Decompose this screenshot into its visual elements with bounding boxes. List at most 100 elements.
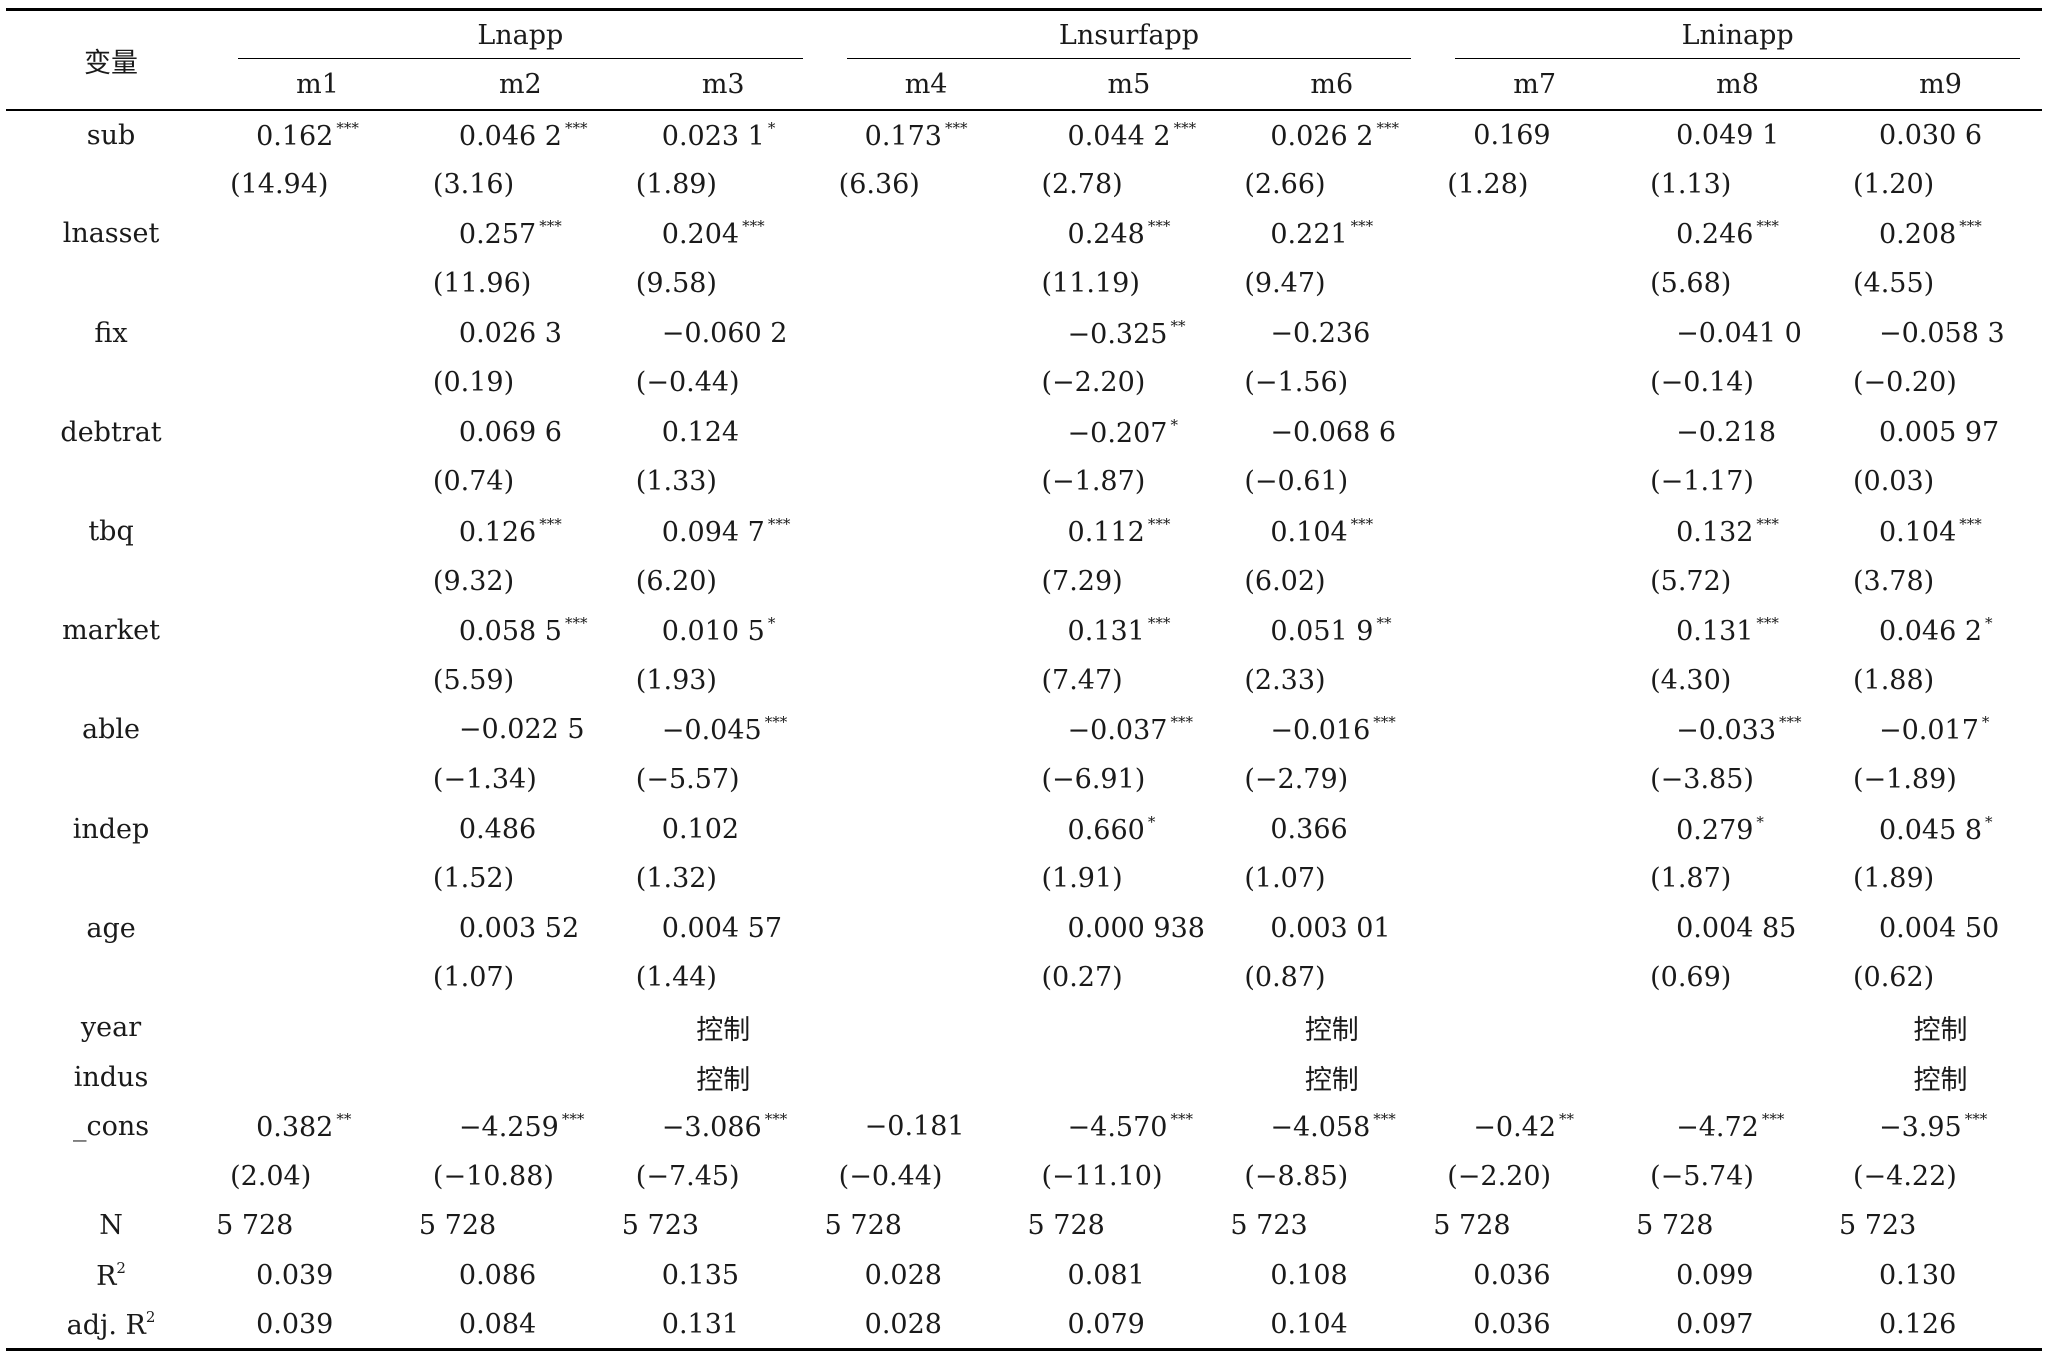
coef-value: 0.026 2 [1270,120,1374,152]
coef-cell: 0.026 3 [419,308,622,358]
t-stat-cell: (0.74) [432,466,515,498]
coef-value: 0.131 [1676,616,1754,648]
variable-label: debtrat [60,416,162,448]
t-stat-cell: (−2.20) [1041,367,1146,399]
model-header: m7 [1513,68,1557,100]
adj-r2-value: 0.104 [1270,1308,1348,1340]
empty-cell [825,1003,1231,1053]
t-stat-row: (14.94) (3.16) (1.89) (6.36) (2.78) (2.66) (1.… [6,160,2042,210]
t-stat-cell: (1.33) [635,466,717,498]
t-stat-cell [216,854,419,904]
significance-stars: * [1756,812,1764,831]
coef-cell: −0.016 *** [1230,705,1433,755]
significance-stars: * [767,118,776,137]
t-stat-cell: (7.29) [1041,565,1123,597]
coef-row: market 0.058 5 *** 0.010 5 * 0.131 *** 0.051 9 *… [6,606,2042,656]
control-row: year 控制 控制 控制 [6,1003,2042,1053]
coef-cell [216,606,419,656]
significance-stars: *** [539,515,562,534]
coef-value: 0.126 [458,517,537,549]
n-value: 5 728 [1027,1210,1105,1242]
coef-value: 0.004 57 [661,912,783,944]
coef-cell: 0.023 1 * [622,110,825,160]
coef-value: 0.660 [1067,814,1145,846]
coef-value: 0.051 9 [1270,616,1374,648]
empty-label [6,457,216,507]
t-stat-cell: (1.52) [432,863,515,895]
coef-value: −0.236 [1270,317,1371,349]
coef-cell: 0.102 [622,804,825,854]
model-header: m1 [296,68,339,100]
coef-value: 0.382 [256,1112,334,1144]
t-stat-cell [1433,755,1636,805]
t-stat-cell: (6.36) [838,168,920,200]
coef-cell [216,705,419,755]
coef-cell [825,308,1028,358]
t-stat-cell: (5.72) [1650,565,1732,597]
t-stat-cell: (3.16) [432,168,515,200]
coef-cell: −0.218 [1636,408,1839,458]
t-stat-cell: (5.68) [1650,268,1732,300]
adj-r2-value: 0.097 [1676,1308,1754,1340]
model-header: m8 [1716,68,1759,100]
coef-value: 0.004 50 [1878,912,2000,944]
coef-cell [1433,606,1636,656]
coef-value: 0.069 6 [458,416,562,448]
coef-value: 0.124 [661,416,740,448]
coef-cell [1433,308,1636,358]
t-stat-cell: (2.78) [1041,168,1123,200]
coef-value: −0.207 [1067,417,1168,449]
t-stat-cell: (−7.45) [635,1160,740,1192]
t-stat-cell: (−2.79) [1244,764,1349,796]
significance-stars: *** [564,614,588,633]
significance-stars: *** [764,1110,788,1129]
t-stat-cell [825,755,1028,805]
t-stat-row: (1.52) (1.32) (1.91) (1.07) (1.87) (1.89) [6,854,2042,904]
significance-stars: * [1981,713,1990,732]
significance-stars: *** [764,713,788,732]
coef-cell [825,804,1028,854]
coef-cell: 0.000 938 [1028,904,1231,954]
t-stat-cell [1433,259,1636,309]
t-stat-cell: (−0.44) [838,1160,943,1192]
significance-stars: *** [742,217,765,236]
adj-r2-value: 0.126 [1878,1308,1957,1340]
empty-label [6,755,216,805]
empty-label [6,160,216,210]
coef-cell: 0.005 97 [1839,408,2042,458]
coef-cell: −0.060 2 [622,308,825,358]
model-header: m3 [701,68,745,100]
r2-label-text: R [96,1260,117,1292]
n-value: 5 728 [1636,1210,1714,1242]
adj-r2-value: 0.036 [1473,1308,1551,1340]
t-stat-cell: (−5.57) [635,764,740,796]
t-stat-cell [216,556,419,606]
t-stat-cell: (1.91) [1041,863,1123,895]
r2-value: 0.130 [1878,1259,1957,1291]
n-value: 5 723 [621,1210,700,1242]
t-stat-cell: (1.07) [1244,863,1326,895]
t-stat-cell: (0.69) [1650,962,1732,994]
t-stat-cell [1433,556,1636,606]
coef-cell: 0.003 52 [419,904,622,954]
coef-value: 0.279 [1676,814,1754,846]
empty-label [6,358,216,408]
t-stat-row: (0.19) (−0.44) (−2.20) (−1.56) (−0.14) (−0.20… [6,358,2042,408]
coef-value: −0.045 [661,715,762,747]
coef-cell: 0.208 *** [1839,209,2042,259]
coef-row: indep 0.486 0.102 0.660 * 0.366 0.279 * 0.045 8 * [6,804,2042,854]
significance-stars: ** [1559,1110,1575,1129]
t-stat-row: (9.32) (6.20) (7.29) (6.02) (5.72) (3.78) [6,556,2042,606]
coef-cell [1433,804,1636,854]
coef-value: −4.72 [1676,1112,1759,1144]
t-stat-cell: (11.96) [432,268,532,300]
t-stat-cell: (1.89) [1852,863,1935,895]
control-indicator: 控制 [1913,1014,1968,1046]
coef-cell: −4.570 *** [1028,1102,1231,1152]
t-stat-cell [216,259,419,309]
variable-label: indep [72,813,150,845]
t-stat-row: (−1.34) (−5.57) (−6.91) (−2.79) (−3.85) (−1.8… [6,755,2042,805]
significance-stars: ** [1376,614,1392,633]
coef-cell: −0.058 3 [1839,308,2042,358]
t-stat-cell [825,953,1028,1003]
